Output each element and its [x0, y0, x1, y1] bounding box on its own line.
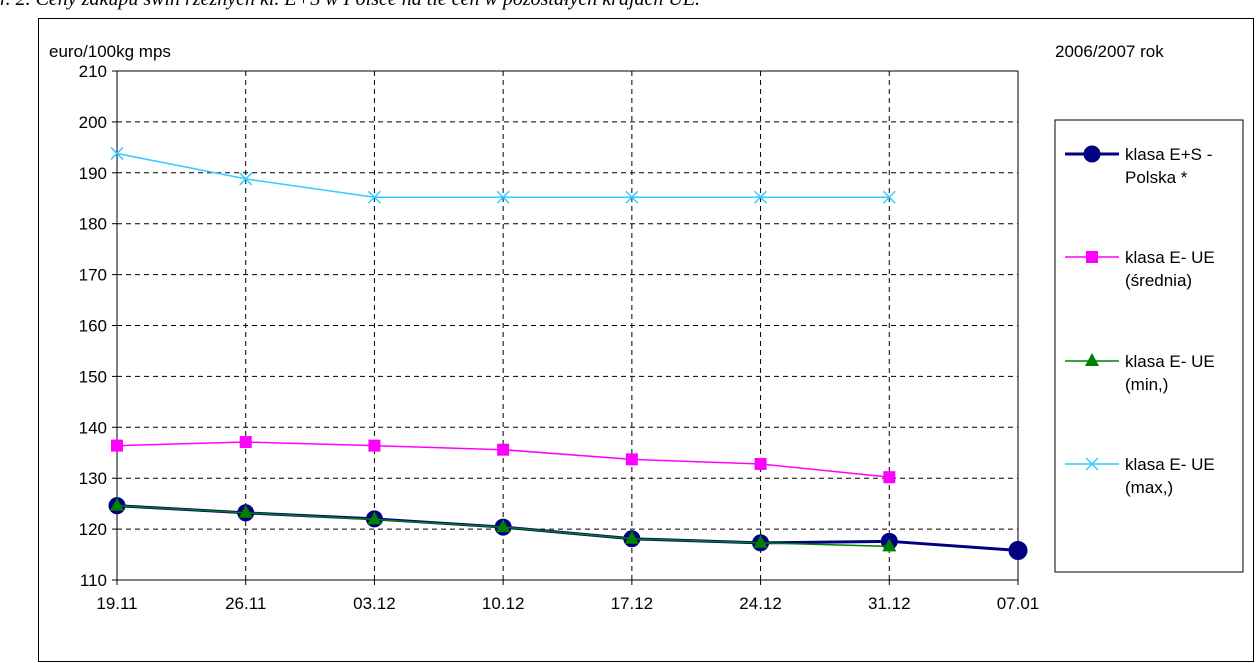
legend-label: klasa E- UE [1125, 248, 1215, 267]
data-point-triangle [367, 511, 382, 525]
data-point-square [111, 439, 123, 452]
legend-label: (średnia) [1125, 271, 1192, 290]
data-point-square [883, 471, 896, 484]
y-tick-label: 190 [79, 164, 107, 183]
figure-caption: r. 2. Ceny zakupu świń rzeźnych kl. E+S … [0, 0, 700, 11]
period-label: 2006/2007 rok [1055, 42, 1164, 61]
series-3 [110, 497, 897, 552]
legend-entry: klasa E- UE (max,) [1065, 455, 1215, 497]
x-tick-label: 03.12 [353, 594, 396, 613]
legend-label: klasa E+S - [1125, 145, 1212, 164]
data-point-square [1086, 251, 1098, 263]
legend-entry: klasa E- UE (średnia) [1065, 248, 1215, 290]
data-point-triangle [238, 504, 253, 518]
legend-label: (max,) [1125, 478, 1173, 497]
data-point-square [625, 453, 638, 466]
legend-label: Polska * [1125, 168, 1188, 187]
data-point-x [110, 146, 124, 160]
y-tick-label: 140 [79, 418, 107, 437]
x-tick-label: 19.11 [96, 594, 137, 613]
x-axis-ticks: 19.11 26.11 03.12 10.12 17.12 24.12 31.12 07.01 [96, 580, 1039, 613]
y-axis-label: euro/100kg mps [49, 42, 171, 61]
series-2 [111, 436, 896, 484]
x-tick-label: 07.01 [997, 594, 1040, 613]
x-tick-label: 17.12 [611, 594, 654, 613]
x-tick-label: 31.12 [868, 594, 911, 613]
x-tick-label: 24.12 [739, 594, 782, 613]
y-tick-label: 180 [79, 215, 107, 234]
series-4 [110, 146, 896, 204]
legend-entry: klasa E+S - Polska * [1065, 145, 1212, 187]
data-point-triangle [1085, 353, 1099, 366]
x-tick-label: 26.11 [225, 594, 266, 613]
x-tick-label: 10.12 [482, 594, 525, 613]
data-point-circle [1083, 145, 1101, 163]
y-tick-label: 110 [80, 571, 107, 590]
data-point-square [239, 436, 252, 449]
gridlines [117, 71, 1019, 580]
series-layer [108, 146, 1028, 560]
data-point-square [368, 439, 381, 452]
y-tick-label: 200 [79, 113, 107, 132]
y-tick-label: 120 [79, 520, 107, 539]
data-point-triangle [496, 519, 511, 533]
legend-label: klasa E- UE [1125, 455, 1215, 474]
legend-label: klasa E- UE [1125, 352, 1215, 371]
y-tick-label: 210 [79, 62, 107, 81]
legend-box [1054, 119, 1244, 573]
legend-label: (min,) [1125, 375, 1168, 394]
y-tick-label: 170 [79, 266, 107, 285]
chart-frame: 110 120 130 140 150 160 170 180 190 200 210 19.11 2… [38, 18, 1254, 662]
data-point-x [882, 190, 896, 204]
legend-entry: klasa E- UE (min,) [1065, 352, 1215, 394]
y-tick-label: 130 [79, 469, 107, 488]
data-point-triangle [110, 497, 124, 511]
y-axis-ticks: 110 120 130 140 150 160 170 180 190 200 210 [79, 62, 117, 590]
data-point-triangle [882, 538, 897, 552]
data-point-triangle [624, 530, 639, 544]
data-point-x [1085, 457, 1099, 471]
legend: klasa E+S -Polska *klasa E- UE(średnia)k… [1054, 119, 1244, 573]
data-point-circle [1008, 540, 1028, 560]
data-point-x [239, 172, 253, 186]
y-tick-label: 150 [79, 367, 107, 386]
data-point-x [367, 190, 381, 204]
data-point-square [754, 457, 767, 470]
data-point-x [496, 190, 510, 204]
data-point-x [754, 190, 768, 204]
y-tick-label: 160 [79, 317, 107, 336]
data-point-x [625, 190, 639, 204]
line-chart: 110 120 130 140 150 160 170 180 190 200 210 19.11 2… [49, 42, 1244, 613]
data-point-square [497, 443, 510, 456]
data-point-triangle [753, 534, 768, 548]
